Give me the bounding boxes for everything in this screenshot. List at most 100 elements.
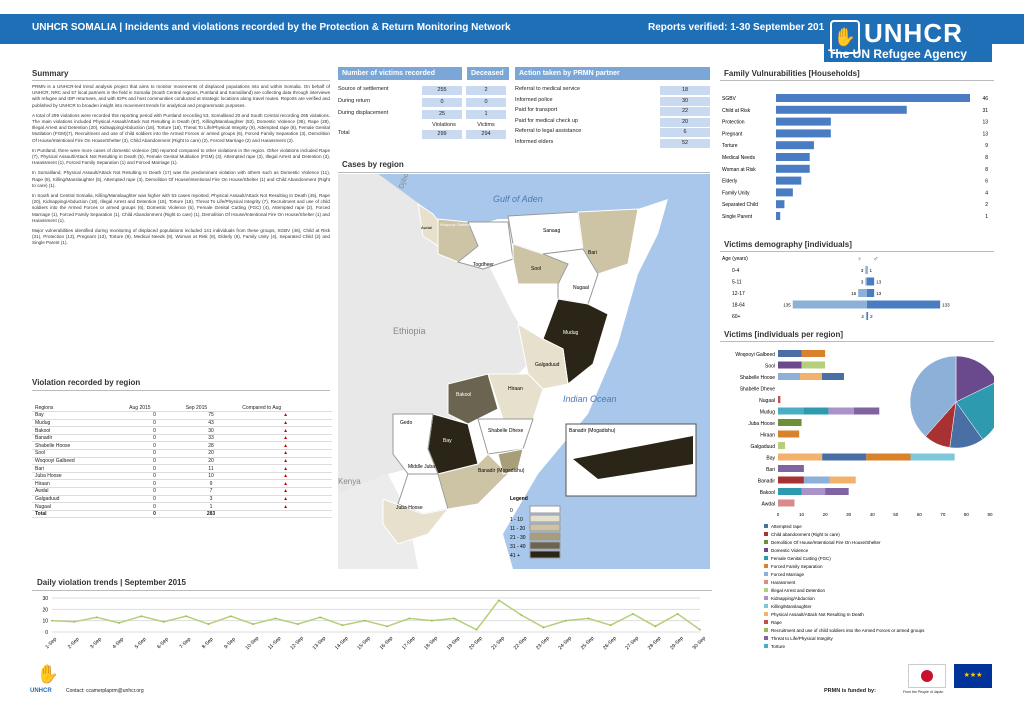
- y-tick-label: 30: [42, 596, 48, 602]
- region-hiraan: [487, 373, 544, 420]
- region-bar-segment: [778, 499, 795, 507]
- total-sep: 283: [182, 510, 240, 519]
- vuln-bar: [776, 200, 785, 209]
- sep-value: 30: [182, 426, 240, 435]
- legend-swatch: [529, 514, 561, 523]
- trend-point: [587, 617, 590, 620]
- region-bar-segment: [799, 373, 822, 380]
- action-row: Paid for medical check up 20: [515, 117, 710, 127]
- female-icon: ♀: [857, 256, 862, 263]
- victims-table: Source of settlement 255 2 During return 0 0 D…: [338, 86, 510, 139]
- violation-legend-label: Threat to Life/Physical Integrity: [771, 636, 834, 641]
- inset-banadir: [573, 436, 693, 479]
- violation-legend-swatch: [764, 564, 768, 568]
- region-bar-segment: [778, 396, 781, 403]
- region-bar-segment: [803, 407, 829, 415]
- total-violations: 299: [422, 130, 462, 139]
- x-tick-label: 25-Sep: [580, 635, 596, 651]
- aug-value: 0: [126, 472, 183, 481]
- violation-legend-swatch: [764, 612, 768, 616]
- x-tick-label: 1-Sep: [44, 636, 58, 650]
- map-region-label: Nugaal: [573, 285, 589, 291]
- male-value: 13: [876, 291, 882, 296]
- violation-legend-label: Forced Marriage: [771, 572, 805, 577]
- region-name: Awdal: [32, 487, 127, 496]
- vuln-category-label: Pregnant: [722, 131, 743, 137]
- action-value: 52: [660, 138, 710, 148]
- violation-legend-label: Child abandonment (Right to care): [771, 532, 840, 537]
- vuln-category-label: SGBV: [722, 96, 737, 102]
- aug-value: 0: [126, 487, 183, 496]
- compare-arrow-icon: ▲: [239, 487, 332, 496]
- victims-count: 255: [422, 86, 462, 95]
- trend-point: [73, 621, 76, 623]
- trend-point: [319, 616, 321, 619]
- map-region-label: Awdal: [421, 225, 432, 230]
- total-row: Total 0 283: [32, 510, 332, 519]
- age-category-label: 18-64: [732, 303, 745, 309]
- vuln-bar: [776, 188, 793, 197]
- aug-value: 0: [126, 449, 183, 458]
- victims-row: Source of settlement 255 2: [338, 86, 510, 95]
- violation-legend-swatch: [764, 644, 768, 648]
- violation-legend-swatch: [764, 596, 768, 600]
- sep-value: 1: [182, 502, 240, 511]
- col-header: Compared to Aug: [239, 404, 332, 413]
- x-tick-label: 18-Sep: [423, 635, 439, 651]
- summary-para: Major vulnerabilities identified during …: [32, 228, 330, 246]
- x-tick-label: 29-Sep: [669, 635, 685, 651]
- trend-point: [431, 619, 433, 622]
- action-label: Informed police: [515, 96, 553, 103]
- x-tick-label: 30-Sep: [691, 635, 707, 651]
- compare-arrow-icon: ▲: [239, 426, 332, 435]
- aug-value: 0: [126, 426, 183, 435]
- x-tick-label: 22-Sep: [513, 635, 529, 651]
- vuln-value-label: 13: [982, 131, 988, 137]
- x-tick-label: 70: [940, 512, 946, 517]
- summary-text: PRMN is a UNHCR-led trend analysis proje…: [32, 84, 330, 247]
- violation-legend-swatch: [764, 620, 768, 624]
- regions-title: Violation recorded by region: [32, 378, 141, 387]
- male-icon: ♂: [873, 256, 878, 263]
- compare-arrow-icon: ▲: [239, 419, 332, 428]
- action-row: Informed police 30: [515, 96, 710, 106]
- region-name: Juba Hoose: [32, 472, 127, 481]
- region-category-label: Bay: [766, 456, 775, 462]
- map-region-label: Togdheer: [473, 262, 494, 268]
- sep-value: 10: [182, 472, 240, 481]
- table-row: Bay 0 75 ▲: [32, 411, 332, 420]
- total-victims: 294: [466, 130, 506, 139]
- kenya-area: [338, 474, 418, 569]
- victims-row-label: Source of settlement: [338, 86, 389, 92]
- violation-legend-swatch: [764, 588, 768, 592]
- action-value: 6: [660, 128, 710, 137]
- japan-caption: From the People of Japan: [903, 690, 944, 694]
- map-region-label: Galgaduud: [535, 362, 560, 368]
- table-row: Galgaduud 0 3 ▲: [32, 495, 332, 504]
- legend-label: 11 - 20: [510, 526, 525, 532]
- map-region-label: Sanaag: [543, 228, 560, 234]
- trend-divider: [32, 590, 712, 591]
- aug-value: 0: [126, 495, 183, 504]
- region-bar-segment: [778, 430, 800, 438]
- region-name: Banadir: [32, 434, 127, 443]
- trend-point: [453, 617, 456, 620]
- victims-row-label: During return: [338, 98, 371, 104]
- legend-swatch: [529, 532, 561, 541]
- female-bar: [858, 289, 867, 297]
- summary-para: In Somaliland, Physical Assault/Attack N…: [32, 170, 330, 188]
- victims-count: 0: [422, 98, 462, 107]
- pie-slice: [955, 383, 994, 440]
- violation-legend-label: Illegal Arrest and Detention: [771, 588, 826, 593]
- vuln-bar: [776, 212, 781, 220]
- violation-legend-swatch: [764, 628, 768, 632]
- unhcr-emblem-icon: ✋: [830, 20, 860, 54]
- actions-table: Referral to medical service 18 Informed po…: [515, 86, 710, 149]
- female-bar: [865, 312, 867, 320]
- violation-legend-swatch: [764, 556, 768, 560]
- ethiopia-area: [338, 174, 538, 494]
- female-value: 3: [861, 280, 864, 285]
- region-name: Galgaduud: [32, 495, 127, 504]
- trend-chart: 0 10 20 30 1-Sep 2-Sep 3-Sep 4-Sep 5-Sep 6-Sep 7-S…: [42, 596, 707, 651]
